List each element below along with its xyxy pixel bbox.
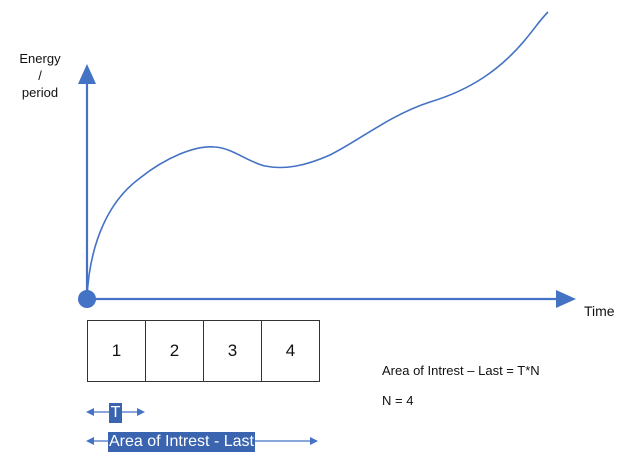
x-axis-arrowhead — [556, 290, 576, 308]
formula-text: Area of Intrest – Last = T*N — [382, 363, 540, 378]
n-value-text: N = 4 — [382, 393, 414, 408]
y-axis-label-line-2: / — [38, 68, 42, 83]
origin-dot — [78, 290, 96, 308]
y-axis-label-line-1: Energy — [19, 51, 61, 66]
y-axis-label-line-3: period — [21, 85, 59, 100]
period-box-1: 1 — [88, 321, 146, 381]
x-axis-label: Time — [584, 303, 615, 319]
y-axis-arrowhead — [78, 64, 96, 84]
period-boxes: 1 2 3 4 — [87, 320, 320, 382]
period-box-3: 3 — [204, 321, 262, 381]
y-axis-label: Energy / period — [4, 50, 76, 101]
period-box-4: 4 — [262, 321, 320, 381]
area-span-label: Area of Intrest - Last — [108, 432, 255, 452]
period-span-label: T — [109, 403, 122, 423]
period-box-2: 2 — [146, 321, 204, 381]
energy-curve — [86, 11, 549, 298]
